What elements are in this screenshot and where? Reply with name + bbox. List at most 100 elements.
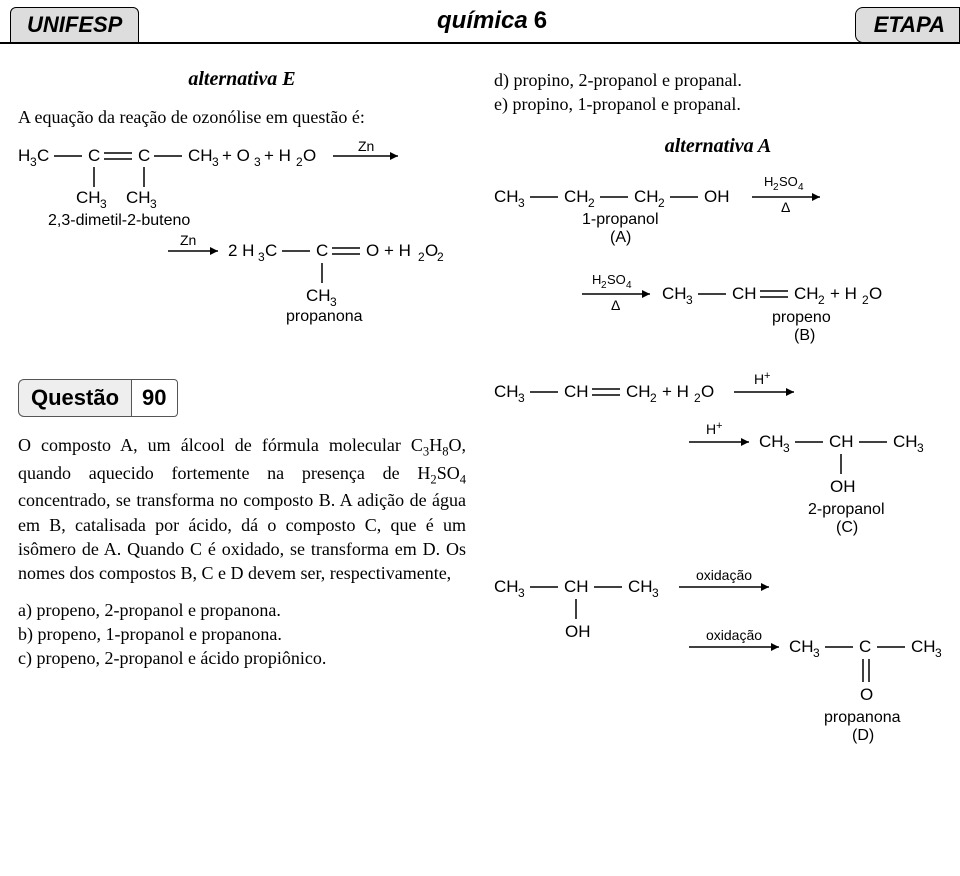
svg-text:2 H: 2 H <box>228 241 254 260</box>
svg-text:3: 3 <box>518 196 525 210</box>
svg-text:3: 3 <box>518 586 525 600</box>
svg-text:3: 3 <box>254 155 261 169</box>
question-label: Questão <box>18 379 131 417</box>
svg-text:O + H: O + H <box>366 241 411 260</box>
svg-text:H: H <box>18 146 30 165</box>
svg-text:OH: OH <box>565 622 591 641</box>
svg-text:(D): (D) <box>852 727 874 744</box>
svg-text:3: 3 <box>783 441 790 455</box>
svg-text:CH: CH <box>789 637 814 656</box>
svg-text:3: 3 <box>813 646 820 660</box>
etapa-badge: ETAPA <box>855 7 960 43</box>
svg-text:CH: CH <box>306 286 331 305</box>
columns: alternativa E A equação da reação de ozo… <box>0 44 960 822</box>
svg-text:(B): (B) <box>794 327 815 344</box>
svg-text:2: 2 <box>437 250 444 264</box>
svg-text:CH: CH <box>564 577 589 596</box>
svg-text:3: 3 <box>150 197 157 211</box>
svg-text:C: C <box>37 146 49 165</box>
svg-text:CH: CH <box>829 432 854 451</box>
svg-text:2: 2 <box>650 391 657 405</box>
option-e: e) propino, 1-propanol e propanal. <box>494 92 942 116</box>
left-column: alternativa E A equação da reação de ozo… <box>18 68 466 822</box>
svg-text:3: 3 <box>212 155 219 169</box>
svg-text:3: 3 <box>686 293 693 307</box>
svg-text:2: 2 <box>418 250 425 264</box>
svg-text:C: C <box>88 146 100 165</box>
svg-text:2: 2 <box>658 196 665 210</box>
svg-text:CH: CH <box>564 382 589 401</box>
svg-text:Δ: Δ <box>781 199 790 215</box>
header-title: química6 <box>139 7 844 35</box>
subject: química <box>437 7 528 34</box>
svg-text:CH: CH <box>494 187 519 206</box>
option-a: a) propeno, 2-propanol e propanona. <box>18 598 466 622</box>
svg-text:CH: CH <box>759 432 784 451</box>
option-b: b) propeno, 1-propanol e propanona. <box>18 622 466 646</box>
svg-text:2: 2 <box>588 196 595 210</box>
svg-text:+: + <box>764 370 770 382</box>
svg-text:oxidação: oxidação <box>706 627 762 643</box>
svg-text:C: C <box>265 241 277 260</box>
svg-text:C: C <box>138 146 150 165</box>
svg-text:C: C <box>316 241 328 260</box>
svg-text:+ H: + H <box>830 284 857 303</box>
ozonolysis-reaction: H3C C C CH3 + O3 + H2O Zn CH3 <box>18 141 466 351</box>
svg-text:CH: CH <box>188 146 213 165</box>
svg-text:2: 2 <box>862 293 869 307</box>
svg-text:2: 2 <box>694 391 701 405</box>
svg-text:SO: SO <box>607 272 626 287</box>
svg-text:1-propanol: 1-propanol <box>582 211 659 228</box>
alternative-label: alternativa E <box>18 68 466 91</box>
svg-text:OH: OH <box>830 477 856 496</box>
page-number: 6 <box>534 7 547 34</box>
svg-text:CH: CH <box>76 188 101 207</box>
header: UNIFESP química6 ETAPA <box>0 0 960 44</box>
svg-text:oxidação: oxidação <box>696 567 752 583</box>
intro-text: A equação da reação de ozonólise em ques… <box>18 105 466 129</box>
product-name: propanona <box>286 308 363 325</box>
question-number: 90 <box>131 379 177 417</box>
svg-text:OH: OH <box>704 187 730 206</box>
reactant-name: 2,3-dimetil-2-buteno <box>48 212 190 229</box>
answer-scheme: CH3 CH2 CH2 OH H2SO4 Δ 1-propanol (A) H2… <box>494 172 942 822</box>
svg-text:CH: CH <box>911 637 936 656</box>
svg-text:CH: CH <box>732 284 757 303</box>
svg-text:CH: CH <box>494 577 519 596</box>
svg-text:CH: CH <box>634 187 659 206</box>
svg-text:+ H: + H <box>264 146 291 165</box>
svg-text:(C): (C) <box>836 519 858 536</box>
svg-text:3: 3 <box>652 586 659 600</box>
svg-text:2: 2 <box>818 293 825 307</box>
option-c: c) propeno, 2-propanol e ácido propiônic… <box>18 646 466 670</box>
svg-text:+: + <box>716 420 722 432</box>
svg-text:+ O: + O <box>222 146 250 165</box>
svg-text:+ H: + H <box>662 382 689 401</box>
svg-text:3: 3 <box>330 295 337 309</box>
question-body: O composto A, um álcool de fórmula molec… <box>18 433 466 585</box>
svg-text:CH: CH <box>794 284 819 303</box>
svg-text:3: 3 <box>100 197 107 211</box>
svg-text:propeno: propeno <box>772 309 831 326</box>
svg-text:4: 4 <box>626 280 632 291</box>
svg-text:SO: SO <box>779 174 798 189</box>
svg-text:propanona: propanona <box>824 709 901 726</box>
brand: UNIFESP <box>10 7 139 43</box>
svg-text:Δ: Δ <box>611 297 620 313</box>
page: UNIFESP química6 ETAPA alternativa E A e… <box>0 0 960 822</box>
svg-text:Zn: Zn <box>180 232 196 248</box>
svg-text:(A): (A) <box>610 229 631 246</box>
svg-text:2: 2 <box>296 155 303 169</box>
svg-text:C: C <box>859 637 871 656</box>
svg-text:CH: CH <box>564 187 589 206</box>
svg-text:3: 3 <box>258 250 265 264</box>
svg-text:H: H <box>764 174 773 189</box>
svg-text:CH: CH <box>893 432 918 451</box>
svg-text:CH: CH <box>662 284 687 303</box>
option-d: d) propino, 2-propanol e propanal. <box>494 68 942 92</box>
alternative-label-right: alternativa A <box>494 135 942 158</box>
svg-text:H: H <box>592 272 601 287</box>
svg-text:O: O <box>303 146 316 165</box>
svg-text:3: 3 <box>518 391 525 405</box>
question-header: Questão 90 <box>18 379 466 417</box>
